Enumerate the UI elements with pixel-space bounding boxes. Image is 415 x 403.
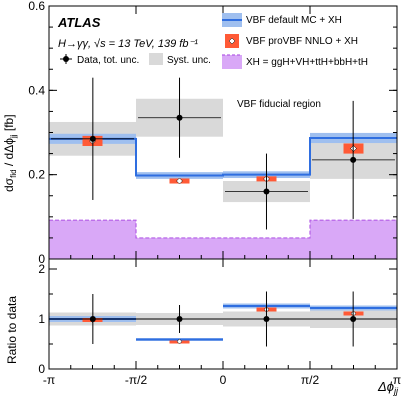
ratio-data-point	[263, 316, 270, 322]
ratio-y-tick-label: 1	[38, 312, 45, 326]
xh-step-line	[49, 219, 397, 239]
region-label: VBF fiducial region	[237, 99, 321, 110]
ratio-data-point	[350, 316, 357, 322]
ratio-panel: 0 1 2 -π -π/2 0 π/2 π	[38, 258, 401, 387]
x-tick-label: -π	[43, 373, 55, 387]
legend-vbf-default-label: VBF default MC + XH	[246, 15, 342, 26]
y-tick-label: 0	[38, 252, 45, 266]
x-tick-label: -π/2	[125, 373, 148, 387]
y-tick-label: 0.2	[28, 168, 45, 182]
ratio-provbf-marker	[176, 338, 183, 345]
x-tick-label: 0	[220, 373, 227, 387]
data-point	[263, 188, 270, 195]
ratio-data-point	[176, 316, 183, 322]
legend-data-dot	[63, 56, 69, 62]
ratio-axis-label: Ratio to data	[5, 296, 19, 364]
data-point	[89, 135, 96, 142]
legend-xh-swatch	[222, 55, 242, 69]
xh-bar	[310, 220, 397, 259]
legend-data-marker	[60, 54, 72, 64]
xh-bar	[135, 237, 223, 259]
legend-data-label: Data, tot. unc.	[77, 55, 139, 66]
xh-bar	[223, 237, 311, 259]
ratio-y-tick-label: 0	[38, 362, 45, 376]
legend-provbf-marker	[228, 37, 236, 45]
legend-syst-label: Syst. unc.	[167, 55, 211, 66]
ratio-data-point	[89, 316, 96, 322]
xh-bar	[49, 220, 136, 259]
x-tick-label: π/2	[301, 373, 320, 387]
y-tick-label: 0.4	[28, 83, 45, 97]
data-point	[176, 114, 183, 121]
x-tick-label: π	[393, 373, 401, 387]
x-axis-label: Δϕjj	[377, 379, 399, 396]
legend-xh-label: XH = ggH+VH+ttH+bbH+tH	[246, 57, 368, 68]
atlas-label: ATLAS	[57, 15, 101, 30]
y-tick-label: 0.6	[28, 0, 45, 13]
legend: Data, tot. unc. Syst. unc. VBF default M…	[77, 15, 368, 68]
data-point	[350, 156, 357, 163]
vbf-default-line	[49, 136, 397, 177]
main-panel: 0 0.2 0.4 0.6	[28, 0, 398, 266]
provbf-marker	[176, 177, 183, 185]
y-axis-label: dσfid / dΔϕjj [fb]	[2, 114, 18, 192]
legend-syst-swatch	[149, 53, 163, 65]
info-line: H→γγ, √s = 13 TeV, 139 fb⁻¹	[58, 38, 198, 50]
legend-provbf-label: VBF proVBF NNLO + XH	[246, 36, 358, 47]
ratio-y-tick-label: 2	[38, 262, 45, 276]
